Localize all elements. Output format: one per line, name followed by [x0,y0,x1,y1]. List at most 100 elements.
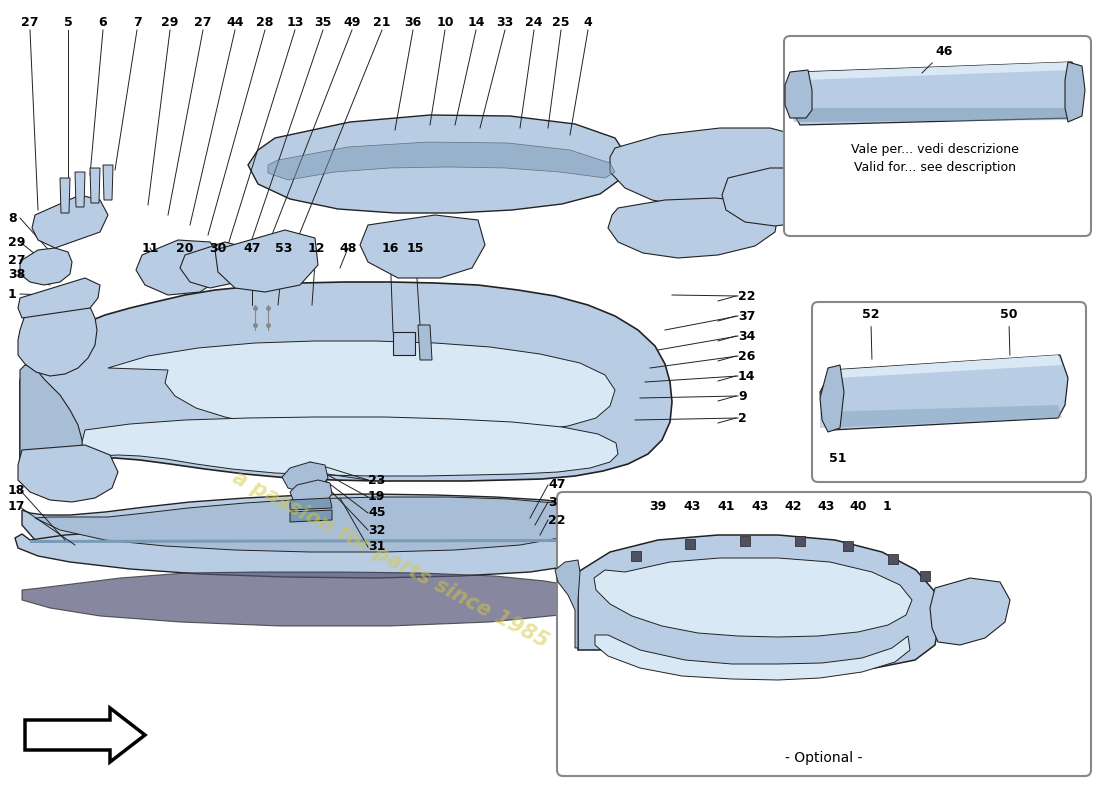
Polygon shape [578,535,940,673]
Text: 20: 20 [176,242,194,254]
Text: 27: 27 [21,15,38,29]
Polygon shape [888,554,898,564]
Text: 48: 48 [339,242,356,254]
Text: 34: 34 [738,330,756,342]
Polygon shape [792,108,1072,122]
Text: 12: 12 [307,242,324,254]
Text: Vale per... vedi descrizione
Valid for... see description: Vale per... vedi descrizione Valid for..… [851,142,1019,174]
Text: 21: 21 [373,15,390,29]
Polygon shape [108,341,615,435]
Polygon shape [685,539,695,549]
Text: 41: 41 [717,501,735,514]
Polygon shape [418,325,432,360]
Polygon shape [843,541,852,551]
Text: 42: 42 [784,501,802,514]
Polygon shape [290,510,332,522]
FancyBboxPatch shape [784,36,1091,236]
Polygon shape [282,462,328,492]
Polygon shape [930,578,1010,645]
Text: 9: 9 [738,390,747,402]
Text: 30: 30 [209,242,227,254]
Polygon shape [1065,62,1085,122]
Polygon shape [740,536,750,546]
Text: 29: 29 [162,15,178,29]
Polygon shape [610,128,825,207]
Text: 32: 32 [368,523,385,537]
Polygon shape [180,242,250,288]
Text: 15: 15 [406,242,424,254]
Text: 44: 44 [227,15,244,29]
Polygon shape [90,168,100,203]
FancyBboxPatch shape [557,492,1091,776]
Text: 52: 52 [862,308,880,359]
Text: 51: 51 [829,451,847,465]
Polygon shape [35,497,592,552]
Text: 50: 50 [1000,308,1018,355]
Polygon shape [820,355,1068,430]
Text: 35: 35 [315,15,332,29]
Text: 33: 33 [496,15,514,29]
Polygon shape [20,282,672,481]
Text: 29: 29 [8,235,25,249]
Text: 4: 4 [584,15,593,29]
Polygon shape [722,168,835,226]
Polygon shape [248,115,628,213]
Text: 23: 23 [368,474,385,486]
Text: 19: 19 [368,490,385,503]
Polygon shape [136,240,222,295]
Text: 22: 22 [738,290,756,302]
Text: 6: 6 [99,15,108,29]
Text: 43: 43 [683,501,701,514]
Text: - Optional -: - Optional - [785,751,862,765]
Polygon shape [80,417,618,476]
Polygon shape [20,248,72,285]
Text: 36: 36 [405,15,421,29]
Polygon shape [393,332,415,355]
Polygon shape [835,355,1062,378]
Polygon shape [820,365,844,432]
Text: 28: 28 [256,15,274,29]
Text: 18: 18 [8,483,25,497]
Text: 13: 13 [286,15,304,29]
Polygon shape [268,142,615,180]
Polygon shape [20,365,82,478]
Polygon shape [60,178,70,213]
Text: a passion for parts since 1985: a passion for parts since 1985 [229,468,551,652]
Polygon shape [75,172,85,207]
Polygon shape [556,560,580,648]
Text: 43: 43 [817,501,835,514]
Polygon shape [32,195,108,248]
Text: 40: 40 [849,501,867,514]
Text: 14: 14 [468,15,485,29]
Text: 27: 27 [195,15,211,29]
Polygon shape [631,551,641,561]
Text: 37: 37 [738,310,756,322]
Polygon shape [785,70,812,118]
Polygon shape [103,165,113,200]
Text: 17: 17 [8,501,25,514]
Polygon shape [22,494,625,570]
Text: 46: 46 [922,45,953,73]
Text: 5: 5 [64,15,73,29]
Polygon shape [22,572,595,626]
Text: 39: 39 [649,501,667,514]
Text: 11: 11 [141,242,158,254]
Polygon shape [15,530,600,578]
Polygon shape [595,635,910,680]
Text: 47: 47 [243,242,261,254]
Text: 53: 53 [275,242,293,254]
Polygon shape [594,558,912,637]
Text: 49: 49 [343,15,361,29]
Polygon shape [25,708,145,762]
Text: 24: 24 [526,15,542,29]
Polygon shape [795,536,805,546]
Polygon shape [290,480,332,506]
Text: 31: 31 [368,541,385,554]
Text: 1: 1 [882,501,891,514]
Polygon shape [608,198,778,258]
Text: 43: 43 [751,501,769,514]
Text: 3: 3 [548,495,557,509]
Polygon shape [820,405,1062,428]
Text: 16: 16 [382,242,398,254]
Text: 27: 27 [8,254,25,266]
